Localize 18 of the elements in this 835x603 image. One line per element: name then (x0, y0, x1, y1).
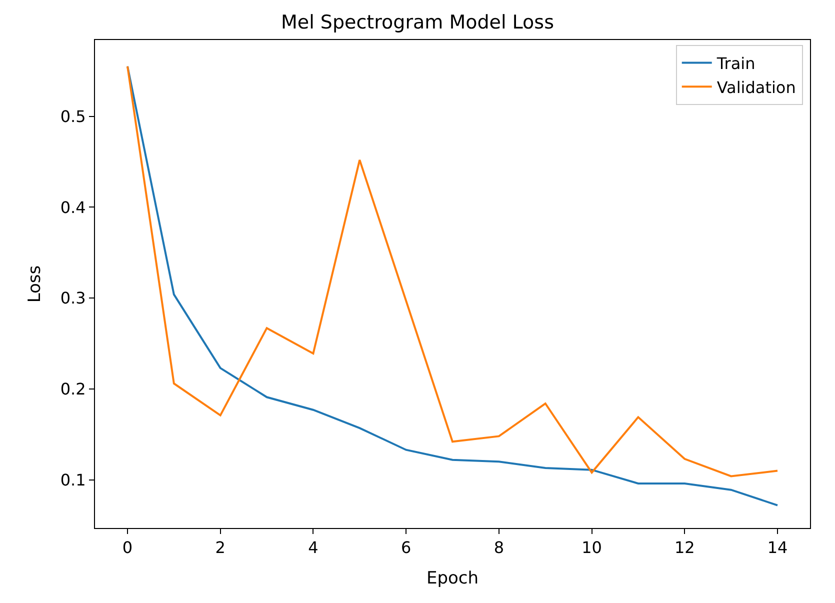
y-tick-label: 0.5 (60, 106, 86, 126)
chart-title: Mel Spectrogram Model Loss (281, 11, 554, 34)
x-tick-label: 0 (122, 538, 133, 558)
y-tick-label: 0.4 (60, 198, 86, 217)
y-axis-title: Loss (24, 265, 45, 303)
x-tick-label: 6 (400, 538, 412, 558)
x-tick-label: 10 (582, 538, 602, 558)
x-tick-label: 4 (308, 538, 318, 558)
x-tick-label: 8 (494, 538, 504, 558)
x-tick-label: 12 (674, 538, 695, 558)
x-tick-label: 14 (767, 538, 788, 558)
x-axis-title: Epoch (426, 568, 479, 589)
legend-label: Validation (716, 78, 796, 97)
x-tick-label: 2 (215, 538, 226, 558)
y-tick-label: 0.2 (60, 380, 86, 399)
y-tick-label: 0.1 (60, 470, 86, 490)
y-tick-label: 0.3 (60, 288, 86, 308)
legend-label: Train (716, 54, 756, 74)
